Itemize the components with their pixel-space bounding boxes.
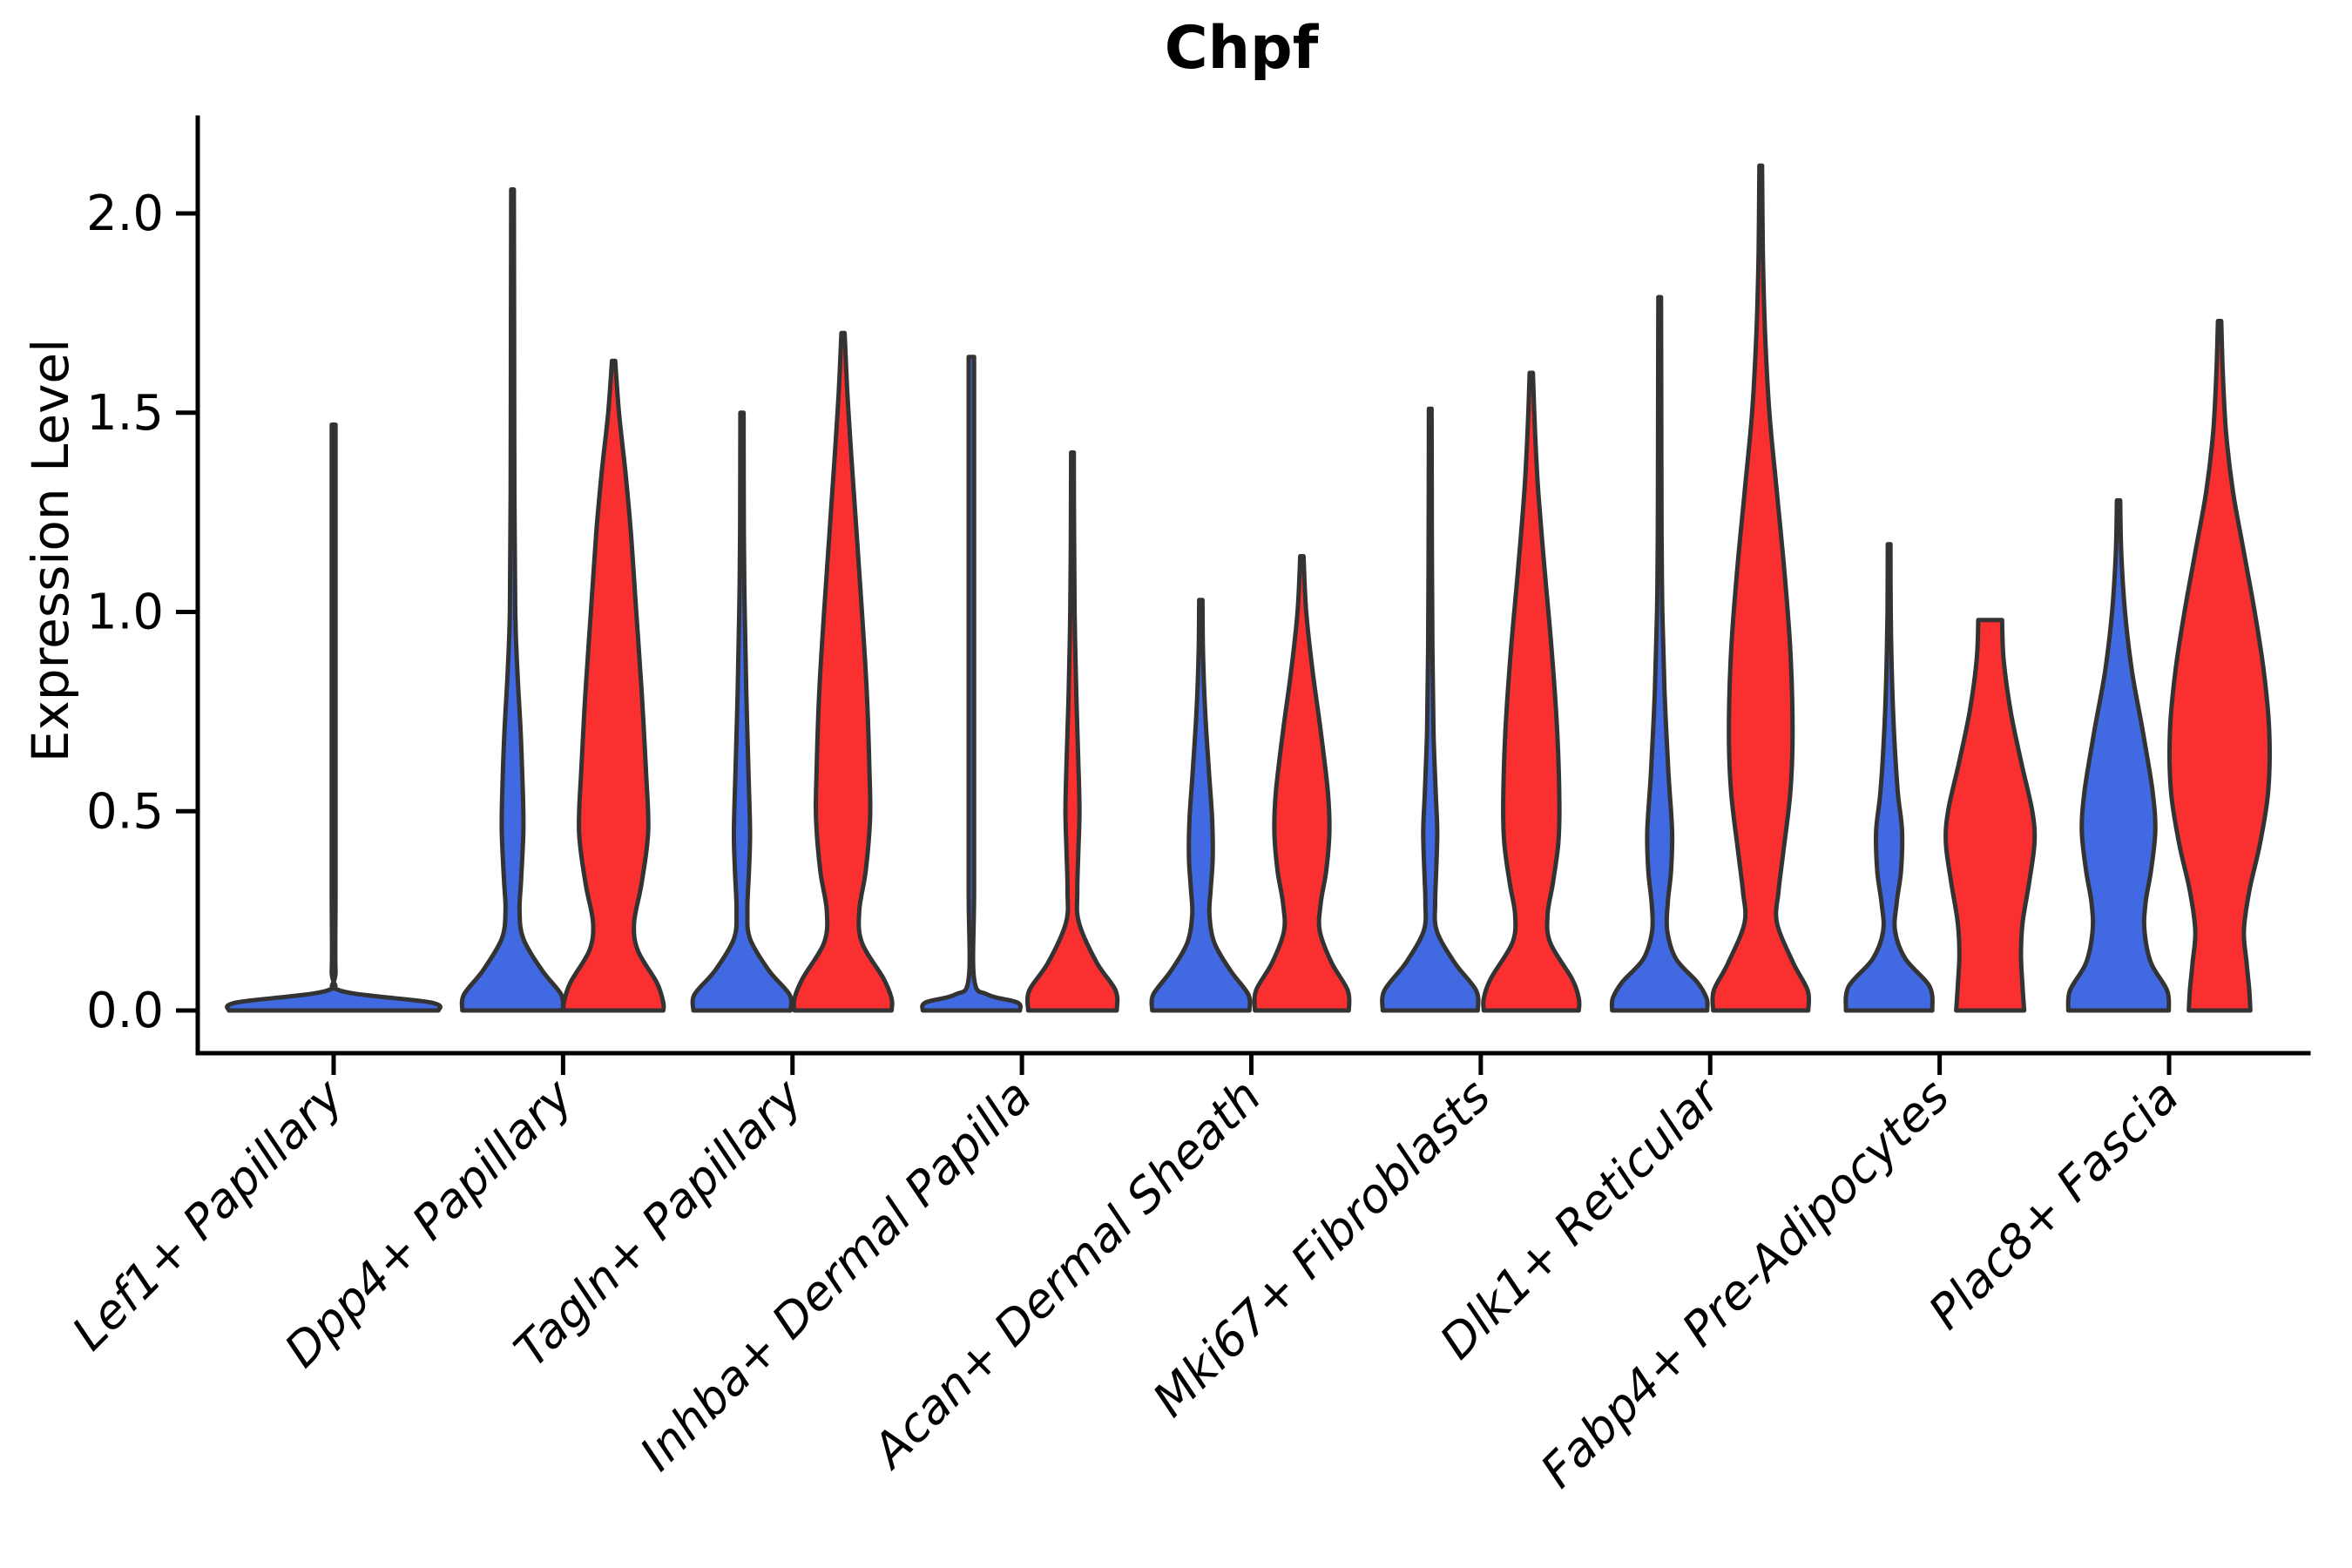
violin-red-7 xyxy=(1943,618,2038,1013)
violin-blue-0 xyxy=(225,422,443,1013)
violins-group xyxy=(225,163,2272,1013)
x-tick-label-8: Plac8+ Fascia xyxy=(1918,1069,2189,1340)
violin-blue-7 xyxy=(1843,542,1935,1013)
violin-red-1 xyxy=(561,358,666,1013)
violin-red-5 xyxy=(1481,370,1582,1013)
violin-blue-1 xyxy=(459,187,565,1013)
y-axis-label: Expression Level xyxy=(21,339,80,762)
y-tick-label: 2.0 xyxy=(86,186,164,242)
y-tick-label: 1.0 xyxy=(86,585,164,641)
violin-red-6 xyxy=(1710,163,1812,1013)
y-tick-label: 1.5 xyxy=(86,385,164,442)
violin-blue-3 xyxy=(920,355,1023,1013)
violin-blue-6 xyxy=(1609,294,1710,1013)
x-tick-label-4: Acan+ Dermal Sheath xyxy=(861,1069,1272,1480)
violin-blue-8 xyxy=(2065,497,2172,1013)
violin-blue-5 xyxy=(1380,406,1481,1013)
violin-blue-2 xyxy=(690,410,794,1013)
y-tick-label: 0.0 xyxy=(86,983,164,1039)
violin-red-4 xyxy=(1252,554,1352,1013)
violin-red-2 xyxy=(791,330,895,1013)
violin-red-8 xyxy=(2167,319,2272,1013)
violin-blue-4 xyxy=(1149,598,1253,1013)
x-tick-label-7: Fabp4+ Pre-Adipocytes xyxy=(1530,1069,1959,1498)
violin-red-3 xyxy=(1025,450,1120,1013)
y-tick-label: 0.5 xyxy=(86,783,164,840)
chart-title: Chpf xyxy=(1165,14,1320,83)
y-ticks-group: 0.0 0.5 1.0 1.5 2.0 xyxy=(86,186,198,1039)
x-tick-label-3: Inhba+ Dermal Papilla xyxy=(630,1069,1043,1482)
